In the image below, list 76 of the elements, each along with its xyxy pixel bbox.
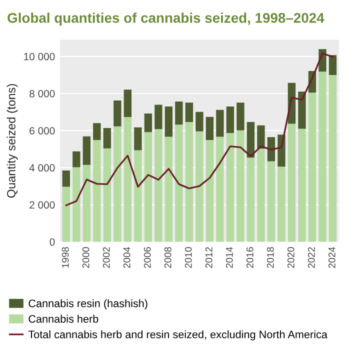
bar	[72, 167, 80, 242]
legend-label: Cannabis resin (hashish)	[28, 299, 148, 310]
bar	[267, 137, 276, 162]
bar	[185, 102, 194, 122]
x-tick-label: 2006	[144, 247, 151, 268]
bar	[216, 110, 224, 137]
bar	[103, 128, 112, 148]
line-series	[65, 52, 334, 206]
bar	[114, 100, 122, 126]
bar	[216, 136, 224, 242]
bar	[246, 122, 255, 158]
bar	[206, 116, 214, 140]
x-tick-label: 2018	[266, 247, 274, 268]
x-tick-label: 2016	[246, 247, 254, 268]
bar	[62, 170, 70, 187]
legend-label: Cannabis herb	[28, 314, 98, 323]
bar	[144, 132, 152, 242]
legend-label: Total cannabis herb and resin seized, excluding North America	[28, 330, 328, 340]
bar	[257, 125, 265, 149]
bar	[72, 151, 80, 168]
bar	[226, 106, 234, 133]
x-tick-label: 2010	[184, 247, 192, 268]
bar	[114, 126, 122, 242]
bar	[93, 123, 101, 140]
bar	[278, 166, 286, 242]
bar	[175, 101, 183, 125]
y-tick-label: 0	[50, 238, 55, 246]
bar	[103, 148, 112, 242]
y-tick-label: 10 000	[24, 52, 55, 60]
bar	[298, 128, 306, 242]
bar	[246, 158, 255, 242]
y-tick-label: 2 000	[30, 201, 55, 209]
y-tick-label: 8 000	[30, 90, 55, 98]
bar	[236, 102, 244, 130]
x-tick-label: 2014	[226, 247, 233, 268]
bar	[226, 133, 234, 242]
bar	[154, 104, 162, 130]
chart-title: Global quantities of cannabis seized, 1998–2024	[8, 12, 324, 26]
bar	[196, 131, 204, 242]
bar	[196, 112, 204, 132]
x-tick-label: 2004	[123, 247, 130, 268]
bar	[164, 106, 173, 137]
bar	[82, 164, 91, 242]
bar	[328, 55, 337, 75]
x-tick-label: 2024	[328, 247, 336, 268]
x-tick-label: 2020	[287, 247, 294, 268]
bar	[62, 186, 70, 242]
bar	[236, 130, 244, 242]
x-tick-label: 2000	[82, 247, 90, 268]
bar	[164, 136, 173, 242]
y-tick-label: 4 000	[29, 164, 55, 172]
bar	[93, 140, 101, 242]
x-tick-label: 2012	[205, 247, 212, 268]
bar	[175, 124, 183, 242]
bar	[308, 92, 316, 242]
bar	[267, 161, 276, 242]
bar	[257, 148, 265, 242]
bar	[318, 72, 326, 242]
bar	[134, 127, 142, 150]
bar	[124, 117, 132, 242]
bar	[328, 74, 337, 242]
x-tick-label: 2008	[164, 247, 172, 268]
bar	[134, 150, 142, 242]
bar	[124, 90, 132, 118]
y-tick-label: 6 000	[30, 127, 55, 134]
bar	[154, 129, 162, 242]
bar	[82, 136, 91, 165]
bar	[206, 140, 214, 242]
bar	[298, 92, 306, 129]
bar	[144, 114, 152, 132]
bar	[288, 124, 296, 242]
y-axis-title: Quantity seized (tons)	[6, 84, 18, 198]
x-tick-label: 1998	[62, 247, 69, 268]
x-tick-label: 2022	[308, 247, 315, 268]
x-tick-label: 2002	[102, 247, 110, 268]
bar	[185, 122, 194, 242]
